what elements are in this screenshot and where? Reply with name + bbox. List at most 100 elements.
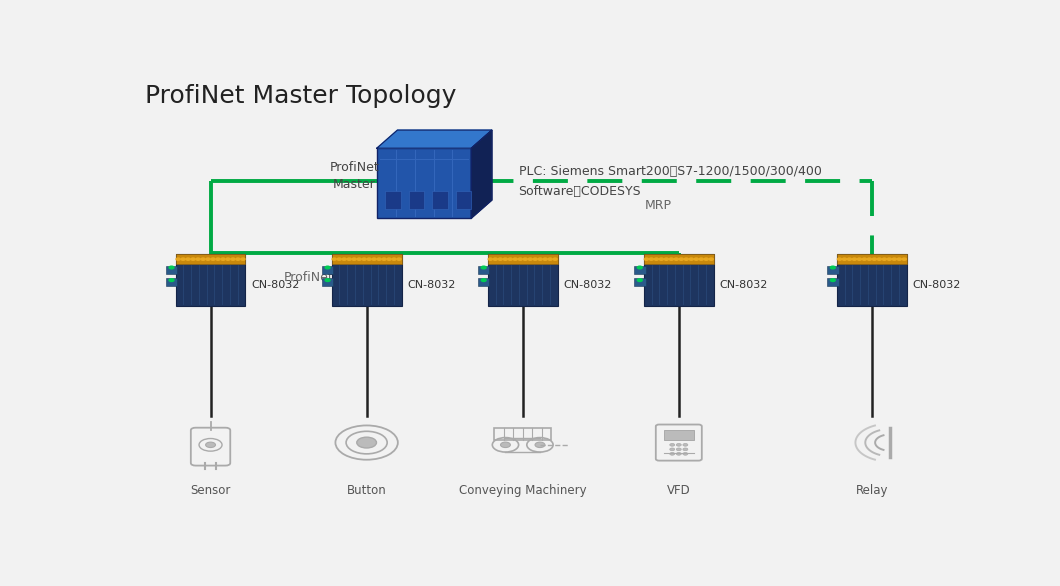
FancyBboxPatch shape — [432, 191, 447, 209]
Circle shape — [867, 258, 871, 260]
Circle shape — [683, 452, 688, 455]
Circle shape — [683, 448, 688, 451]
Circle shape — [676, 448, 682, 451]
Circle shape — [637, 279, 642, 281]
FancyBboxPatch shape — [332, 254, 402, 306]
Circle shape — [493, 258, 497, 260]
Circle shape — [191, 258, 195, 260]
Circle shape — [382, 258, 386, 260]
Circle shape — [709, 258, 713, 260]
FancyBboxPatch shape — [664, 430, 693, 440]
Circle shape — [700, 258, 703, 260]
Circle shape — [357, 437, 376, 448]
Circle shape — [543, 258, 547, 260]
Text: PLC: Siemens Smart200、S7-1200/1500/300/400: PLC: Siemens Smart200、S7-1200/1500/300/4… — [518, 165, 822, 178]
Circle shape — [347, 258, 351, 260]
Circle shape — [670, 444, 675, 446]
Circle shape — [206, 258, 210, 260]
Circle shape — [500, 442, 510, 448]
Circle shape — [220, 258, 225, 260]
Text: Relay: Relay — [855, 483, 888, 497]
Circle shape — [498, 258, 502, 260]
Circle shape — [236, 258, 240, 260]
Circle shape — [352, 258, 356, 260]
Circle shape — [211, 258, 215, 260]
FancyBboxPatch shape — [176, 254, 246, 264]
FancyBboxPatch shape — [176, 254, 246, 306]
Circle shape — [704, 258, 708, 260]
Circle shape — [863, 258, 866, 260]
Circle shape — [650, 258, 653, 260]
Circle shape — [342, 258, 347, 260]
Text: CN-8032: CN-8032 — [407, 280, 456, 289]
FancyBboxPatch shape — [409, 191, 424, 209]
Circle shape — [847, 258, 851, 260]
Circle shape — [357, 258, 361, 260]
Circle shape — [897, 258, 901, 260]
Circle shape — [676, 444, 682, 446]
Circle shape — [196, 258, 200, 260]
Circle shape — [882, 258, 886, 260]
Circle shape — [377, 258, 382, 260]
Circle shape — [367, 258, 371, 260]
Circle shape — [878, 258, 881, 260]
Circle shape — [553, 258, 558, 260]
Circle shape — [325, 266, 330, 269]
FancyBboxPatch shape — [837, 254, 906, 264]
Circle shape — [181, 258, 186, 260]
Circle shape — [176, 258, 180, 260]
Circle shape — [665, 258, 669, 260]
Circle shape — [887, 258, 891, 260]
Circle shape — [670, 452, 675, 455]
Circle shape — [508, 258, 512, 260]
Circle shape — [332, 258, 336, 260]
FancyBboxPatch shape — [488, 254, 558, 264]
Text: CN-8032: CN-8032 — [720, 280, 767, 289]
Text: ProfiNet Master Topology: ProfiNet Master Topology — [145, 84, 456, 108]
FancyBboxPatch shape — [643, 254, 713, 264]
Circle shape — [676, 452, 682, 455]
Circle shape — [538, 258, 543, 260]
Text: Button: Button — [347, 483, 387, 497]
Circle shape — [852, 258, 856, 260]
Circle shape — [489, 258, 492, 260]
FancyBboxPatch shape — [332, 254, 402, 264]
Circle shape — [337, 258, 341, 260]
Text: MRP: MRP — [644, 199, 672, 212]
Circle shape — [535, 442, 545, 448]
Circle shape — [679, 258, 684, 260]
Circle shape — [481, 266, 487, 269]
Text: ProfiNet: ProfiNet — [284, 271, 334, 284]
Text: CN-8032: CN-8032 — [563, 280, 612, 289]
Circle shape — [830, 279, 835, 281]
Circle shape — [504, 258, 508, 260]
Circle shape — [694, 258, 699, 260]
Text: CN-8032: CN-8032 — [913, 280, 960, 289]
Circle shape — [513, 258, 517, 260]
FancyBboxPatch shape — [377, 148, 472, 218]
Circle shape — [169, 266, 174, 269]
Circle shape — [528, 258, 532, 260]
Circle shape — [241, 258, 245, 260]
FancyBboxPatch shape — [837, 254, 906, 306]
FancyBboxPatch shape — [165, 278, 177, 287]
Text: CN-8032: CN-8032 — [251, 280, 300, 289]
Circle shape — [669, 258, 673, 260]
Text: ProfiNet
Master: ProfiNet Master — [330, 161, 379, 192]
Circle shape — [325, 279, 330, 281]
FancyBboxPatch shape — [488, 254, 558, 306]
Circle shape — [830, 266, 835, 269]
Circle shape — [201, 258, 206, 260]
Text: Conveying Machinery: Conveying Machinery — [459, 483, 586, 497]
Circle shape — [674, 258, 678, 260]
Text: Sensor: Sensor — [191, 483, 231, 497]
Circle shape — [858, 258, 862, 260]
Circle shape — [837, 258, 842, 260]
Circle shape — [363, 258, 366, 260]
FancyBboxPatch shape — [478, 265, 490, 274]
Circle shape — [659, 258, 664, 260]
Circle shape — [524, 258, 527, 260]
Circle shape — [902, 258, 906, 260]
Text: VFD: VFD — [667, 483, 691, 497]
Circle shape — [872, 258, 877, 260]
